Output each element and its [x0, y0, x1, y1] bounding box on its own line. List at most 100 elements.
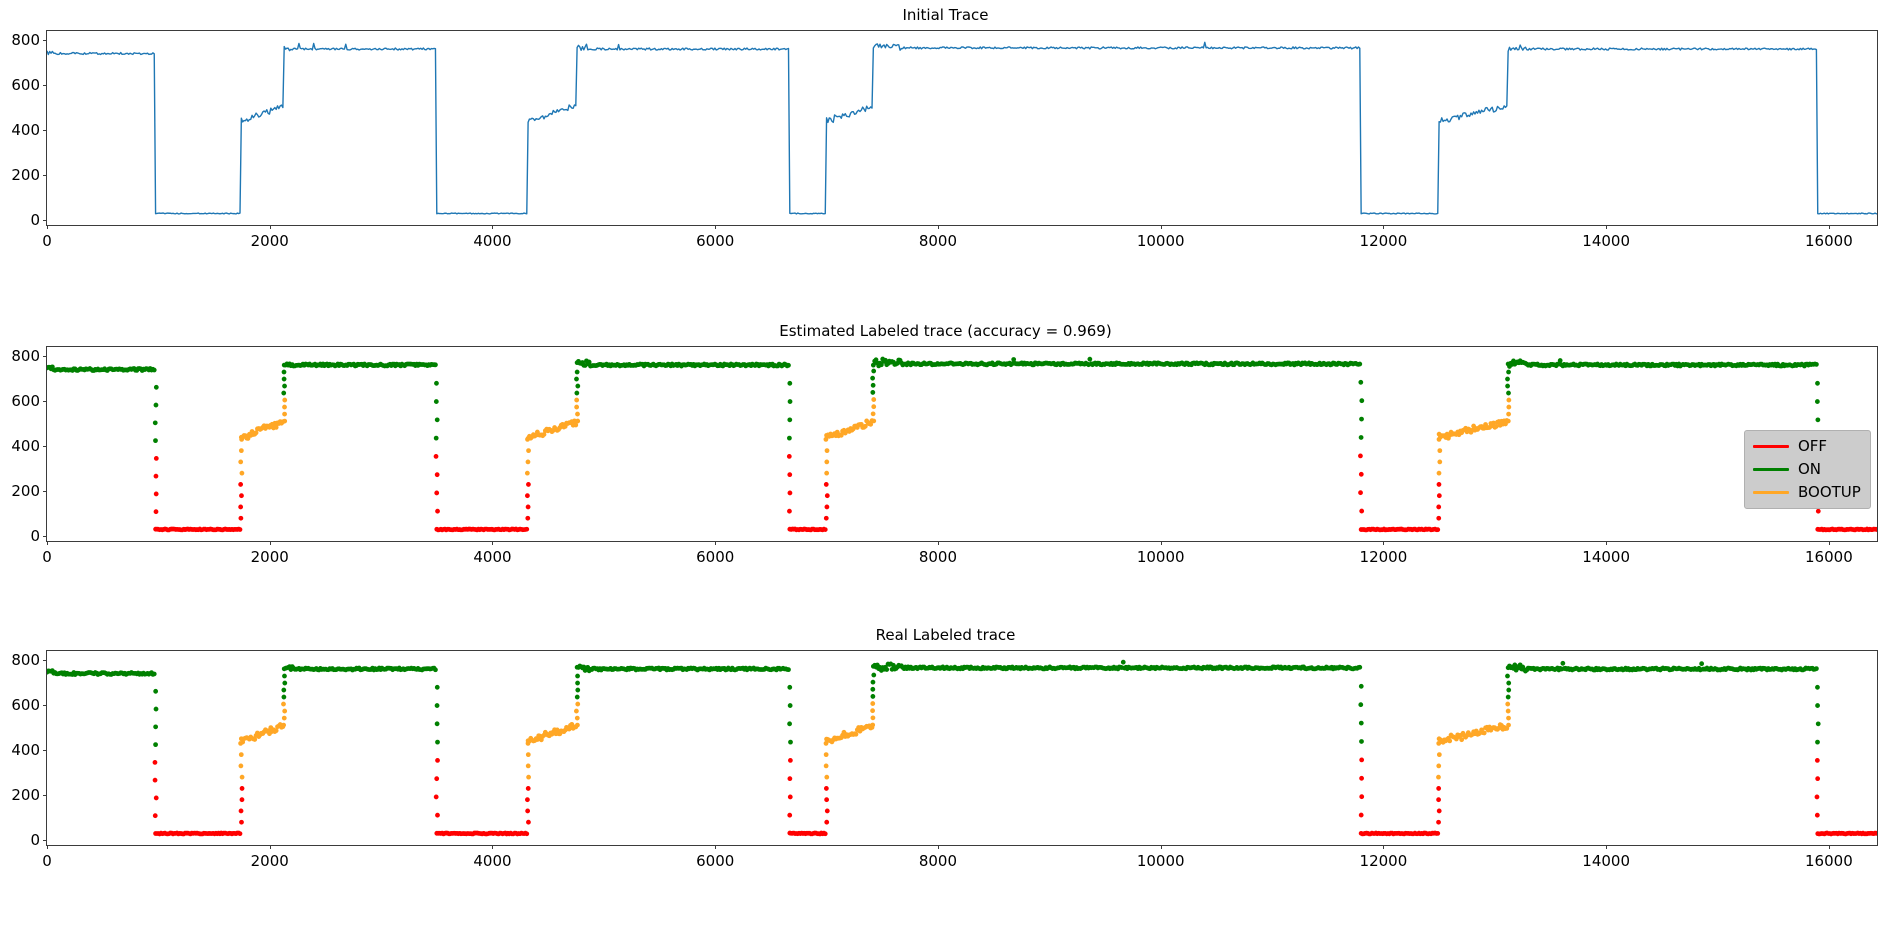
x-tick-label: 12000	[1359, 548, 1408, 566]
y-tick-label: 800	[11, 651, 40, 669]
x-tick-label: 16000	[1805, 232, 1853, 250]
legend-swatch-bootup	[1753, 491, 1789, 494]
x-tick-label: 0	[42, 232, 52, 250]
x-tick-mark	[1383, 225, 1385, 229]
y-tick-mark	[43, 220, 47, 222]
x-tick-label: 14000	[1582, 852, 1630, 870]
legend-swatch-on	[1753, 468, 1789, 471]
x-tick-mark	[937, 845, 939, 849]
y-tick-mark	[43, 840, 47, 842]
y-tick-label: 0	[30, 211, 40, 230]
y-tick-label: 400	[11, 741, 40, 760]
x-tick-mark	[1828, 225, 1830, 229]
y-tick-label: 400	[11, 121, 40, 140]
x-tick-label: 4000	[473, 232, 512, 250]
x-tick-mark	[1606, 845, 1608, 849]
y-tick-label: 600	[11, 696, 40, 715]
x-tick-mark	[47, 845, 48, 849]
x-tick-mark	[715, 225, 717, 229]
panel-estimated-labeled-trace: Estimated Labeled trace (accuracy = 0.96…	[0, 262, 1891, 579]
legend-item-off[interactable]: OFF	[1753, 437, 1861, 456]
x-tick-label: 8000	[918, 852, 958, 870]
x-tick-mark	[937, 541, 939, 545]
legend-label-bootup: BOOTUP	[1798, 483, 1861, 501]
x-tick-label: 10000	[1136, 232, 1185, 250]
plot-area-1	[47, 31, 1877, 225]
x-tick-mark	[492, 845, 494, 849]
x-tick-mark	[269, 541, 271, 545]
x-tick-label: 12000	[1359, 852, 1408, 870]
scatter-series-on	[47, 659, 1821, 748]
x-tick-label: 4000	[473, 852, 512, 870]
x-tick-label: 8000	[918, 548, 958, 566]
panel-title-2: Estimated Labeled trace (accuracy = 0.96…	[779, 322, 1112, 340]
legend-label-on: ON	[1798, 460, 1822, 478]
x-tick-label: 2000	[250, 852, 289, 870]
x-tick-label: 16000	[1805, 548, 1853, 566]
x-tick-mark	[492, 541, 494, 545]
x-tick-mark	[1606, 225, 1608, 229]
y-tick-mark	[43, 130, 47, 132]
y-tick-label: 800	[11, 31, 40, 49]
x-tick-label: 14000	[1582, 548, 1630, 566]
axes-estimated-labeled-trace: 800 600 400 200 0 0 2000 4000 6000 8000 10000 12000…	[11, 346, 1878, 566]
x-tick-label: 8000	[918, 232, 958, 250]
legend-item-bootup[interactable]: BOOTUP	[1753, 483, 1861, 502]
legend-item-on[interactable]: ON	[1753, 460, 1861, 479]
x-tick-label: 10000	[1136, 852, 1185, 870]
x-tick-mark	[715, 541, 717, 545]
axes-initial-trace: 800 600 400 200 0 0 2000 4000 6000 8000 10000 12000…	[11, 30, 1878, 250]
x-tick-label: 0	[42, 548, 52, 566]
y-tick-label: 600	[11, 392, 40, 411]
y-tick-mark	[43, 446, 47, 448]
panel-title-3: Real Labeled trace	[875, 626, 1016, 644]
x-tick-mark	[1383, 541, 1385, 545]
y-tick-label: 400	[11, 437, 40, 456]
legend-label-off: OFF	[1798, 437, 1828, 455]
y-tick-label: 200	[11, 786, 40, 805]
scatter-series-bootup	[238, 701, 1511, 780]
scatter-series-on	[47, 356, 1821, 444]
x-tick-mark	[1160, 541, 1162, 545]
y-tick-label: 200	[11, 482, 40, 501]
y-tick-label: 600	[11, 76, 40, 95]
x-tick-mark	[715, 845, 717, 849]
x-tick-mark	[1160, 225, 1162, 229]
panel-initial-trace: Initial Trace 800 600 400 200 0 0 2000 4000 6000…	[0, 0, 1891, 262]
x-tick-mark	[1160, 845, 1162, 849]
scatter-series-off	[153, 453, 1877, 533]
y-tick-label: 0	[30, 831, 40, 850]
y-tick-mark	[43, 750, 47, 752]
y-tick-mark	[43, 401, 47, 403]
panel-real-labeled-trace: Real Labeled trace 800 600 400 200 0 0 2000 400…	[0, 579, 1891, 944]
y-tick-mark	[43, 85, 47, 87]
x-tick-mark	[269, 845, 271, 849]
x-tick-label: 0	[42, 852, 52, 870]
x-tick-mark	[937, 225, 939, 229]
x-tick-mark	[47, 225, 48, 229]
x-tick-label: 14000	[1582, 232, 1630, 250]
x-tick-mark	[492, 225, 494, 229]
x-tick-label: 6000	[696, 548, 735, 566]
x-tick-label: 16000	[1805, 852, 1853, 870]
y-tick-mark	[43, 40, 47, 41]
x-tick-label: 10000	[1136, 548, 1185, 566]
x-tick-mark	[47, 541, 48, 545]
x-tick-mark	[1828, 541, 1830, 545]
x-tick-label: 12000	[1359, 232, 1408, 250]
panel-title-1: Initial Trace	[902, 6, 989, 24]
x-tick-label: 6000	[696, 852, 735, 870]
y-tick-mark	[43, 356, 47, 357]
plot-area-3	[47, 651, 1877, 845]
axes-real-labeled-trace: 800 600 400 200 0 0 2000 4000 6000 8000 10000 12000…	[11, 650, 1878, 870]
y-tick-mark	[43, 660, 47, 661]
x-tick-mark	[269, 225, 271, 229]
x-tick-mark	[1828, 845, 1830, 849]
y-tick-label: 200	[11, 166, 40, 185]
legend-swatch-off	[1753, 445, 1789, 448]
legend[interactable]: OFF ON BOOTUP	[1744, 430, 1871, 509]
y-tick-mark	[43, 175, 47, 177]
x-tick-label: 2000	[250, 232, 289, 250]
x-tick-label: 4000	[473, 548, 512, 566]
